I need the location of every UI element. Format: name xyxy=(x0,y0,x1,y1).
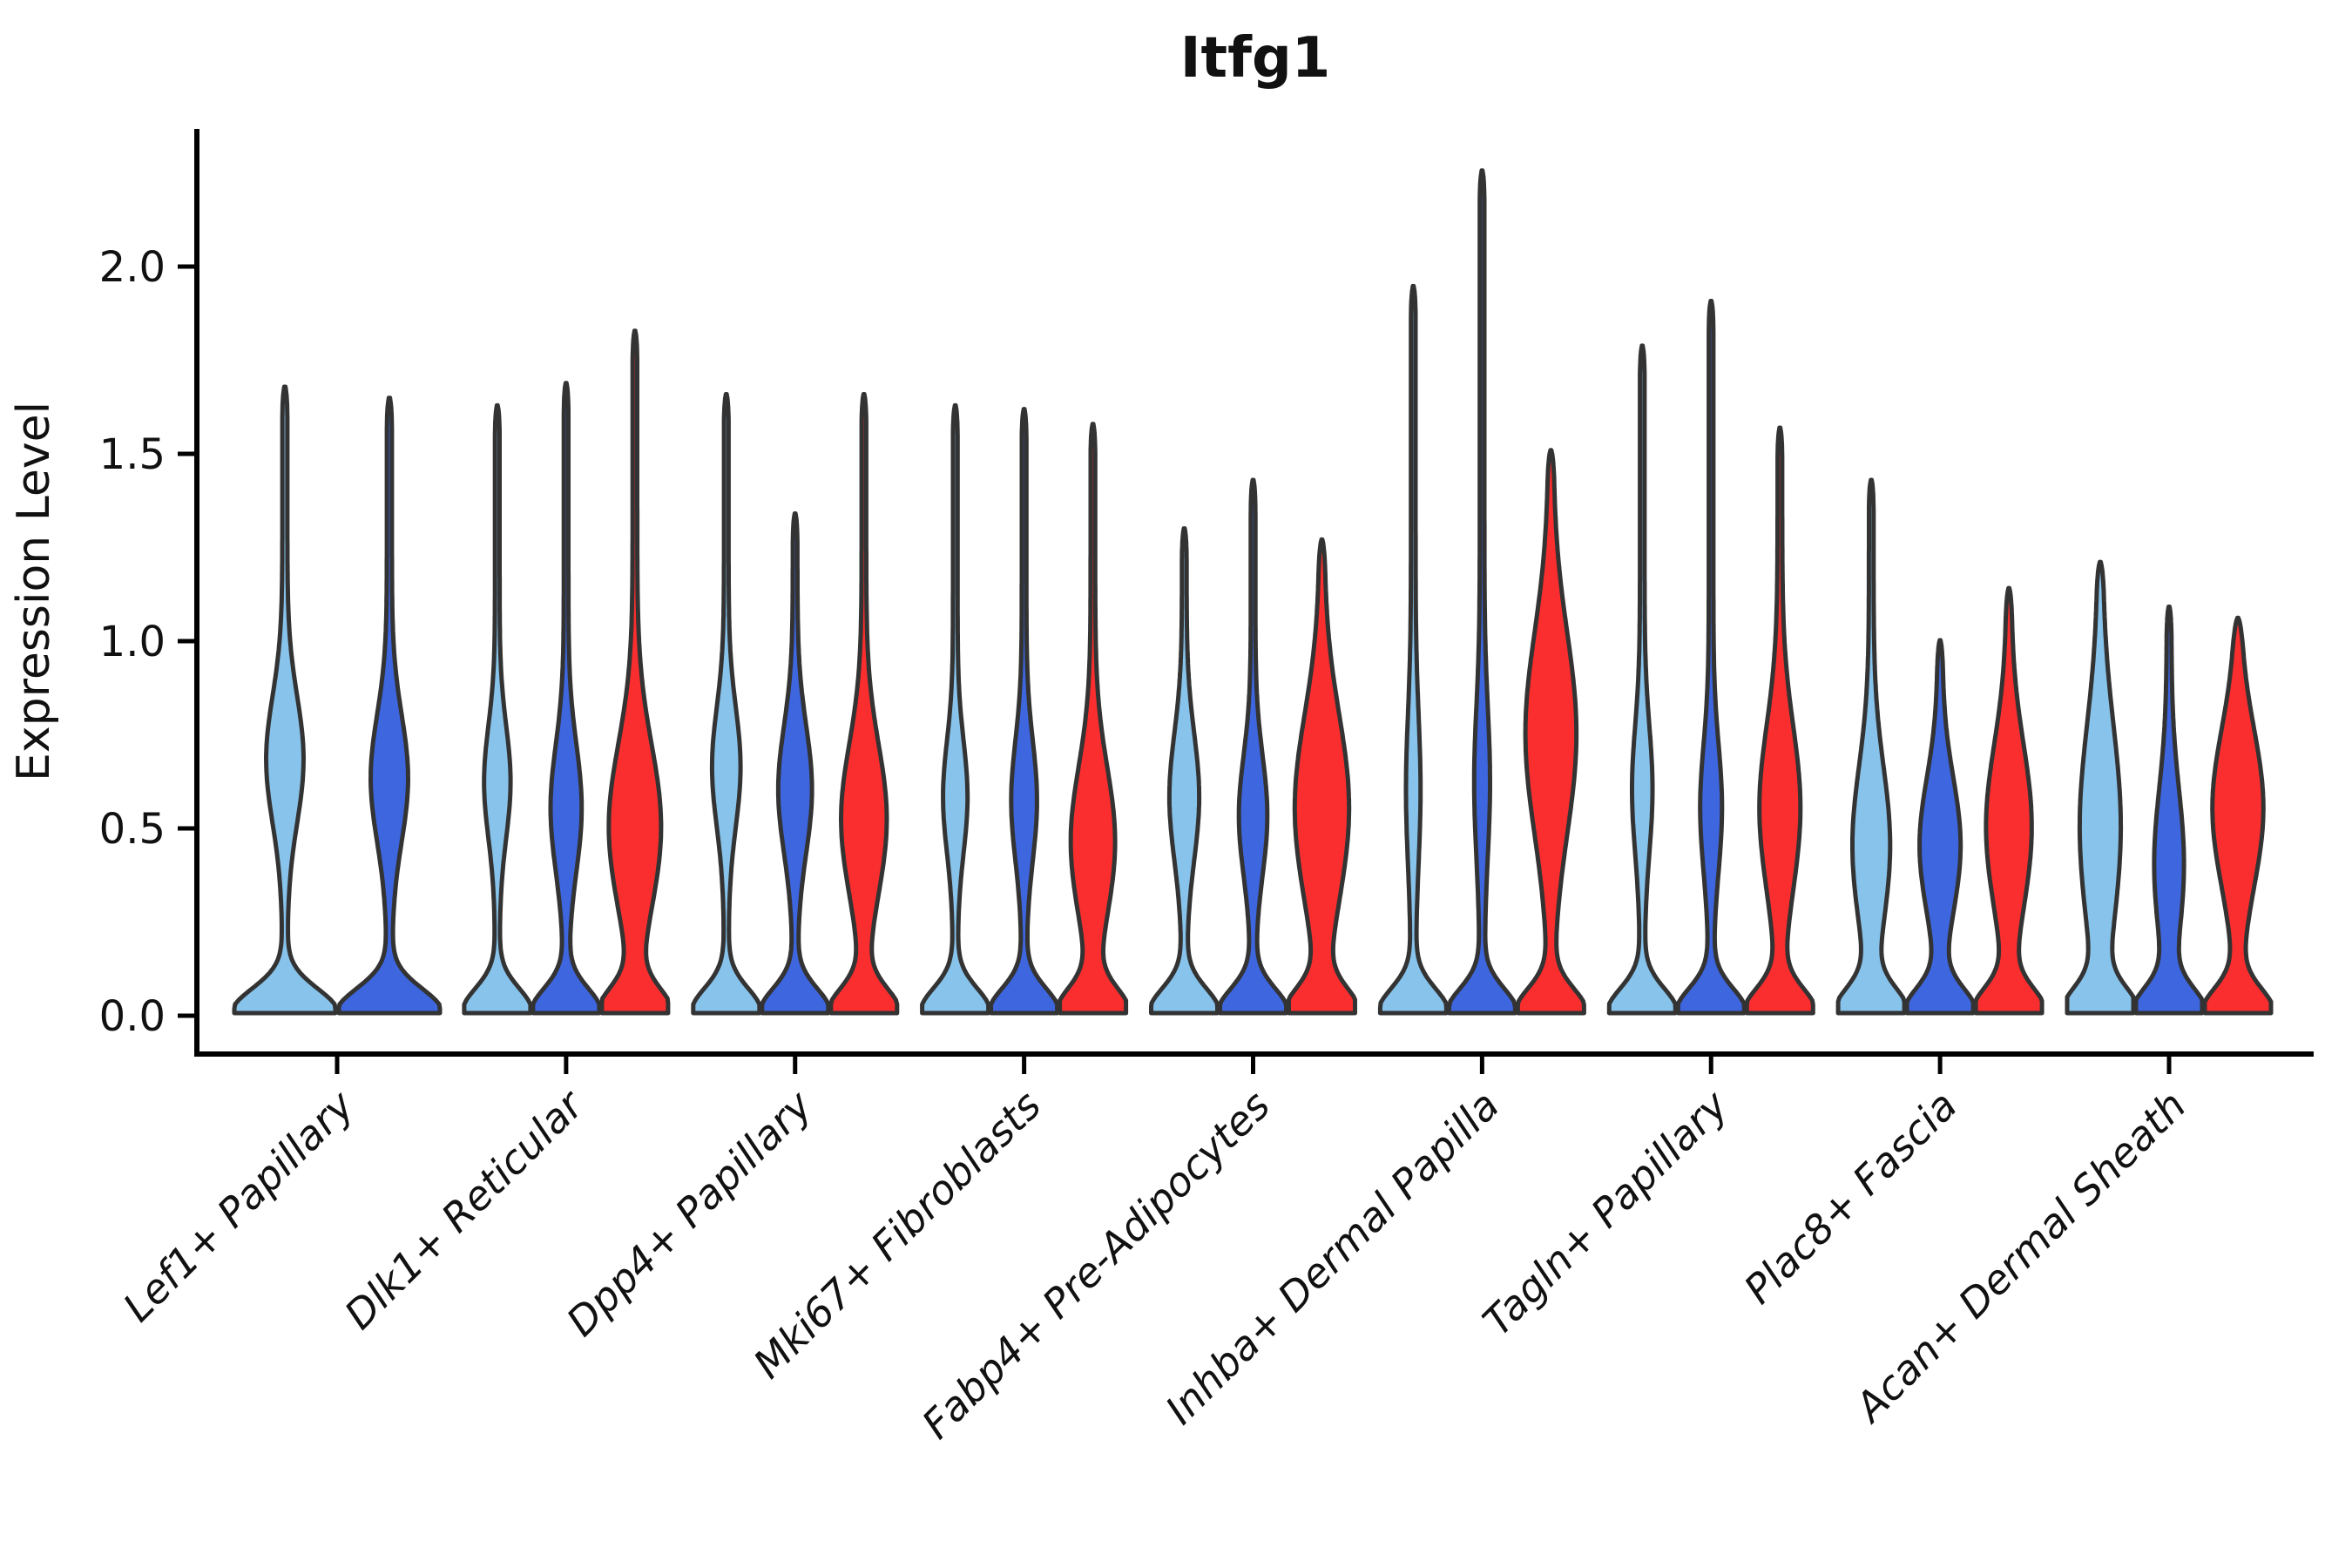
violin-mki67-fibroblasts-red xyxy=(1058,422,1129,1016)
violin-tagln-papillary-light_blue xyxy=(1606,343,1678,1016)
violin-fabp4-pre-adipocytes-light_blue xyxy=(1149,526,1220,1016)
violin-tagln-papillary-red xyxy=(1744,425,1815,1016)
violin-acan-dermal-sheath-light_blue xyxy=(2065,559,2136,1016)
violin-dlk1-reticular-light_blue xyxy=(462,402,533,1016)
violin-plac8-fascia-light_blue xyxy=(1835,477,1907,1016)
violin-plac8-fascia-red xyxy=(1973,585,2044,1016)
x-tick-label-plac8-fascia: Plac8+ Fascia xyxy=(1735,1082,1966,1313)
violin-tagln-papillary-royal_blue xyxy=(1675,299,1747,1016)
x-tick-label-lef1-papillary: Lef1+ Papillary xyxy=(114,1081,363,1330)
violin-inhba-dermal-papilla-light_blue xyxy=(1377,283,1449,1016)
y-tick-label: 2.0 xyxy=(99,243,166,292)
violin-fabp4-pre-adipocytes-royal_blue xyxy=(1218,477,1288,1016)
violin-dpp4-papillary-red xyxy=(828,392,900,1016)
violin-fabp4-pre-adipocytes-red xyxy=(1287,537,1357,1016)
violin-acan-dermal-sheath-red xyxy=(2202,615,2274,1016)
x-tick-label-tagln-papillary: Tagln+ Papillary xyxy=(1474,1081,1738,1345)
axis-spines xyxy=(194,129,2314,1057)
y-tick-label: 0.5 xyxy=(99,805,166,854)
violin-dpp4-papillary-light_blue xyxy=(691,392,762,1016)
violin-plac8-fascia-royal_blue xyxy=(1904,638,1976,1016)
axes-layer xyxy=(194,129,2314,1057)
violin-dlk1-reticular-red xyxy=(599,328,671,1016)
violin-lef1-papillary-light_blue xyxy=(232,384,338,1016)
violin-dpp4-papillary-royal_blue xyxy=(760,511,831,1016)
violin-inhba-dermal-papilla-red xyxy=(1515,448,1586,1016)
x-tick-label-dpp4-papillary: Dpp4+ Papillary xyxy=(558,1081,821,1345)
violin-acan-dermal-sheath-royal_blue xyxy=(2133,605,2205,1016)
violin-mki67-fibroblasts-royal_blue xyxy=(989,407,1060,1016)
violin-mki67-fibroblasts-light_blue xyxy=(920,402,991,1016)
y-tick-label: 1.0 xyxy=(99,618,166,666)
violin-lef1-papillary-royal_blue xyxy=(336,395,443,1016)
chart-title: Itfg1 xyxy=(1180,26,1331,91)
x-tick-label-dlk1-reticular: Dlk1+ Reticular xyxy=(335,1079,594,1338)
violin-inhba-dermal-papilla-royal_blue xyxy=(1446,168,1517,1016)
violins-layer xyxy=(232,168,2274,1016)
violin-dlk1-reticular-royal_blue xyxy=(531,381,602,1016)
y-tick-label: 1.5 xyxy=(99,430,166,479)
y-tick-label: 0.0 xyxy=(99,992,166,1041)
y-axis-label: Expression Level xyxy=(8,402,60,781)
